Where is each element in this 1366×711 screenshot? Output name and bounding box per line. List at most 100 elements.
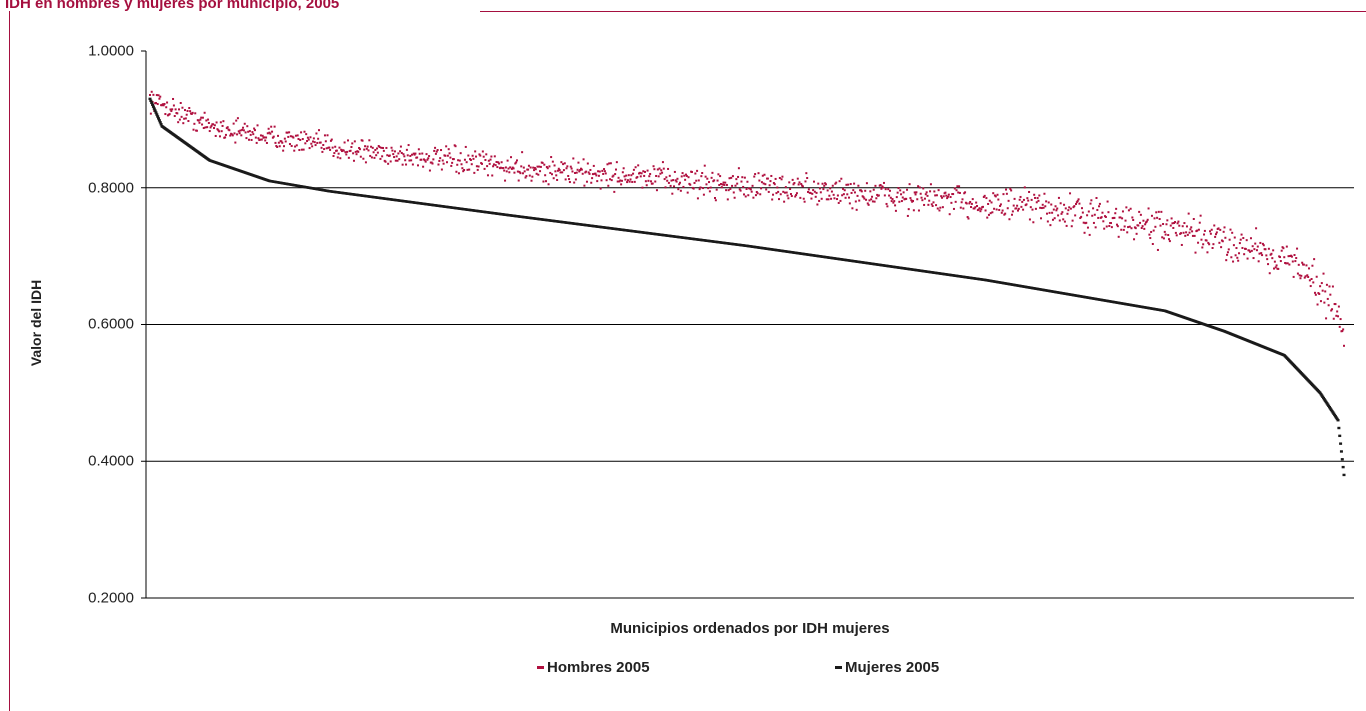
hombres-point [152,93,155,96]
hombres-point [844,196,847,199]
hombres-point [874,184,877,187]
hombres-point [447,148,450,151]
hombres-point [549,171,552,174]
hombres-point [1098,202,1101,205]
hombres-point [813,190,816,193]
hombres-point [1038,194,1041,197]
hombres-point [1095,196,1098,199]
x-axis-label: Municipios ordenados por IDH mujeres [610,620,890,637]
hombres-point [853,182,856,185]
hombres-point [202,127,205,130]
hombres-point [609,178,612,181]
hombres-point [229,134,232,137]
hombres-point [900,193,903,196]
hombres-point [1078,202,1081,205]
hombres-point [489,158,492,161]
hombres-point [824,182,827,185]
hombres-point [626,179,629,182]
hombres-point [589,168,592,171]
hombres-point [655,174,658,177]
hombres-point [1207,241,1210,244]
hombres-point [702,193,705,196]
hombres-point [841,194,844,197]
hombres-point [1205,239,1208,242]
hombres-point [1129,207,1132,210]
hombres-point [500,161,503,164]
hombres-point [716,179,719,182]
hombres-point [1337,315,1340,318]
hombres-point [150,90,153,93]
hombres-point [226,126,229,129]
hombres-point [180,115,183,118]
hombres-point [487,159,490,162]
hombres-point [440,168,443,171]
hombres-point [563,162,566,165]
hombres-point [387,162,390,165]
hombres-point [932,201,935,204]
hombres-point [1338,325,1341,328]
hombres-point [1261,254,1264,257]
hombres-point [720,186,723,189]
hombres-point [1092,221,1095,224]
hombres-point [172,104,175,107]
mujeres-point [1339,442,1343,445]
hombres-point [316,141,319,144]
hombres-point [287,135,290,138]
hombres-point [1234,254,1237,257]
hombres-point [722,181,725,184]
hombres-point [668,174,671,177]
hombres-point [283,137,286,140]
hombres-point [545,165,548,168]
hombres-point [871,195,874,198]
hombres-point [161,103,164,106]
hombres-point [890,200,893,203]
hombres-point [1268,272,1271,275]
hombres-point [321,150,324,153]
hombres-point [644,180,647,183]
hombres-point [1303,276,1306,279]
hombres-point [499,166,502,169]
hombres-point [843,189,846,192]
hombres-point [621,171,624,174]
hombres-point [392,153,395,156]
hombres-point [1295,257,1298,260]
mujeres-point [1324,400,1328,404]
mujeres-point [1329,408,1333,411]
hombres-point [497,161,500,164]
hombres-point [531,175,534,178]
hombres-point [1286,262,1289,265]
hombres-point [411,153,414,156]
hombres-point [710,176,713,179]
hombres-point [1322,272,1325,275]
hombres-point [590,181,593,184]
hombres-point [1072,206,1075,209]
hombres-point [459,152,462,155]
hombres-point [184,117,187,120]
hombres-point [660,169,663,172]
legend-item-mujeres: Mujeres 2005 [835,659,939,676]
hombres-point [1310,278,1313,281]
hombres-point [1243,253,1246,256]
hombres-point [1147,207,1150,210]
hombres-point [1126,231,1129,234]
hombres-point [624,178,627,181]
hombres-point [1021,200,1024,203]
hombres-point [955,189,958,192]
hombres-point [488,162,491,165]
hombres-point [1235,247,1238,250]
hombres-point [743,176,746,179]
hombres-point [192,128,195,131]
hombres-point [194,112,197,115]
hombres-point [1096,208,1099,211]
hombres-point [217,129,220,132]
hombres-point [917,209,920,212]
hombres-point [1255,227,1258,230]
hombres-point [778,176,781,179]
hombres-point [306,140,309,143]
hombres-point [548,165,551,168]
hombres-point [1296,247,1299,250]
hombres-point [294,134,297,137]
hombres-point [587,171,590,174]
hombres-point [330,138,333,141]
hombres-point [742,185,745,188]
